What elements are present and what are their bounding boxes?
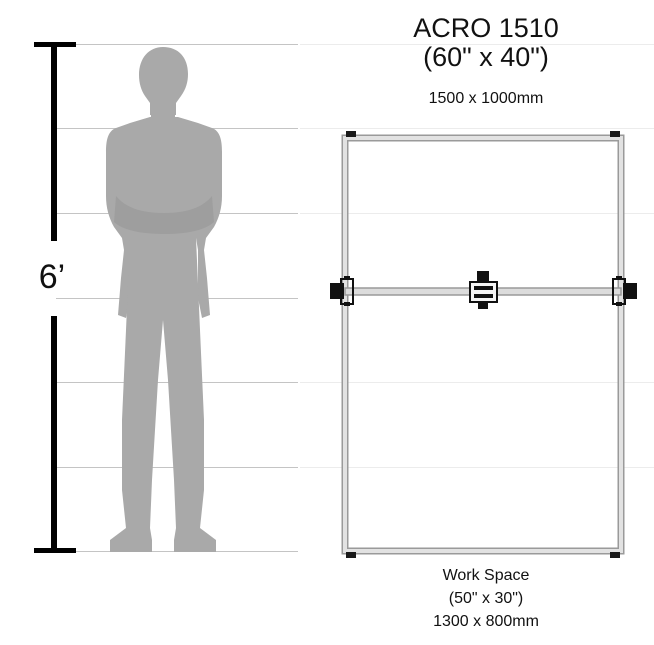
height-scale-bar: [34, 42, 76, 553]
foot-top-right: [610, 131, 620, 137]
scale-lower-bar: [51, 316, 57, 550]
scale-bottom-cap: [34, 548, 76, 553]
gantry-right-end: [612, 276, 637, 306]
frame-outer: [341, 134, 625, 555]
height-grid-extension: [300, 44, 654, 468]
frame-inner-highlight: [343, 136, 623, 553]
gantry-left-end: [330, 276, 354, 306]
person-silhouette-icon: [106, 47, 222, 552]
machine-frame: [341, 134, 625, 555]
height-scale-label: 6’: [38, 258, 66, 296]
work-space-label: Work Space: [442, 567, 530, 584]
right-motor: [623, 283, 637, 299]
work-space-size-mm: 1300 x 800mm: [433, 613, 539, 630]
carriage-motor: [477, 271, 489, 283]
carriage-plate: [469, 281, 498, 303]
machine-size-mm: 1500 x 1000mm: [428, 90, 544, 107]
machine-size-inches: (60" x 40"): [423, 42, 549, 72]
machine-title: ACRO 1510: [413, 13, 559, 43]
foot-bottom-right: [610, 552, 620, 558]
foot-top-left: [346, 131, 356, 137]
work-space-size-inches: (50" x 30"): [448, 590, 524, 607]
foot-bottom-left: [346, 552, 356, 558]
carriage-head-icon: [469, 271, 498, 309]
carriage-spindle: [478, 301, 488, 309]
corner-feet: [346, 131, 620, 558]
scale-upper-bar: [51, 44, 57, 241]
